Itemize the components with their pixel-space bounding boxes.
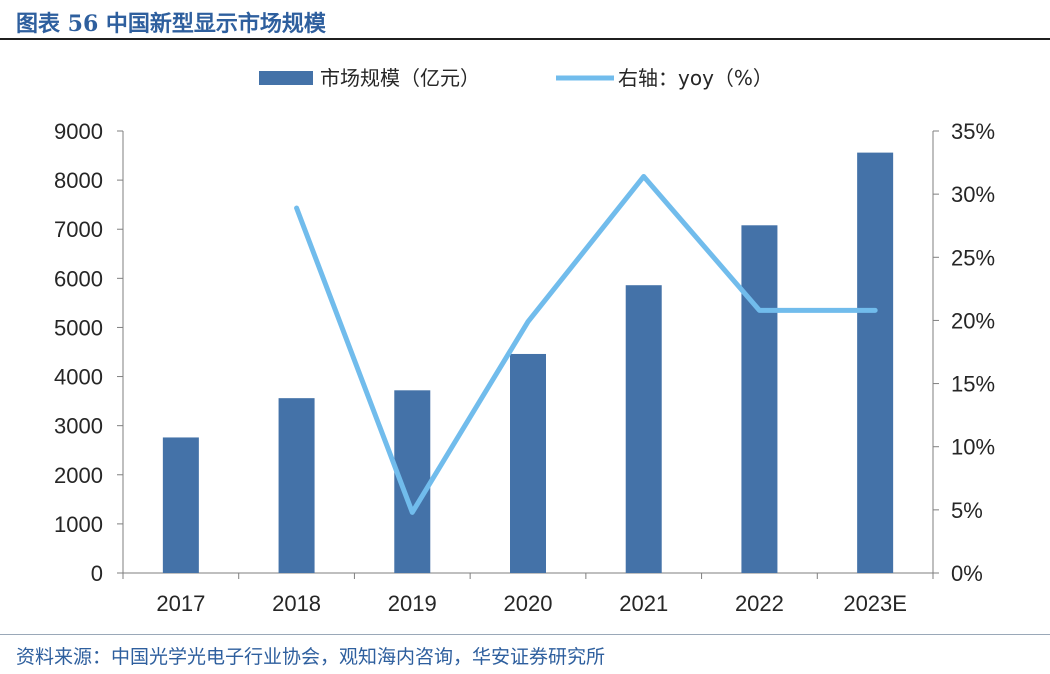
legend-line-label: 右轴：yoy（%）	[618, 66, 773, 90]
chart-title: 图表 56 中国新型显示市场规模	[16, 11, 326, 37]
right-axis-tick-label: 10%	[951, 435, 995, 460]
x-axis-tick-label: 2020	[504, 591, 553, 616]
x-axis-tick-label: 2018	[272, 591, 321, 616]
left-axis-tick-label: 7000	[54, 217, 103, 242]
right-axis-tick-label: 35%	[951, 119, 995, 144]
legend-bar-swatch	[259, 71, 313, 85]
bar-series	[162, 152, 894, 573]
bar-2022	[741, 225, 778, 573]
right-axis-tick-label: 5%	[951, 498, 983, 523]
left-axis-tick-label: 1000	[54, 512, 103, 537]
x-axis-tick-label: 2022	[735, 591, 784, 616]
left-axis-tick-label: 2000	[54, 463, 103, 488]
yoy-line	[294, 173, 878, 515]
right-axis-tick-label: 15%	[951, 372, 995, 397]
left-axis-tick-label: 0	[91, 561, 103, 586]
left-axis-tick-label: 6000	[54, 266, 103, 291]
x-axis-tick-label: 2017	[156, 591, 205, 616]
right-axis-tick-label: 30%	[951, 182, 995, 207]
left-axis-tick-label: 4000	[54, 365, 103, 390]
x-axis-tick-label: 2019	[388, 591, 437, 616]
x-axis-tick-label: 2023E	[843, 591, 907, 616]
right-axis-tick-label: 25%	[951, 245, 995, 270]
left-axis-tick-label: 9000	[54, 119, 103, 144]
title-divider	[0, 38, 1050, 40]
bar-2021	[625, 285, 662, 573]
left-axis-tick-label: 8000	[54, 168, 103, 193]
left-axis-tick-label: 3000	[54, 414, 103, 439]
bar-2017	[162, 437, 199, 573]
line-series	[294, 173, 878, 515]
combo-chart: 市场规模（亿元） 右轴：yoy（%） 0 1000 2000 3000 4000 5000 6…	[54, 66, 995, 616]
source-divider	[0, 634, 1050, 635]
right-axis-tick-label: 20%	[951, 308, 995, 333]
left-axis-tick-label: 5000	[54, 315, 103, 340]
source-note: 资料来源：中国光学光电子行业协会，观知海内咨询，华安证券研究所	[16, 646, 606, 668]
legend: 市场规模（亿元） 右轴：yoy（%）	[259, 66, 773, 90]
legend-bar-label: 市场规模（亿元）	[320, 66, 480, 90]
axes: 0 1000 2000 3000 4000 5000 6000 7000 8000 9000 0% 5…	[54, 119, 995, 616]
bar-2023E	[857, 152, 894, 573]
bar-2020	[510, 353, 546, 573]
x-axis-tick-label: 2021	[619, 591, 668, 616]
right-axis-tick-label: 0%	[951, 561, 983, 586]
bar-2018	[278, 398, 315, 573]
